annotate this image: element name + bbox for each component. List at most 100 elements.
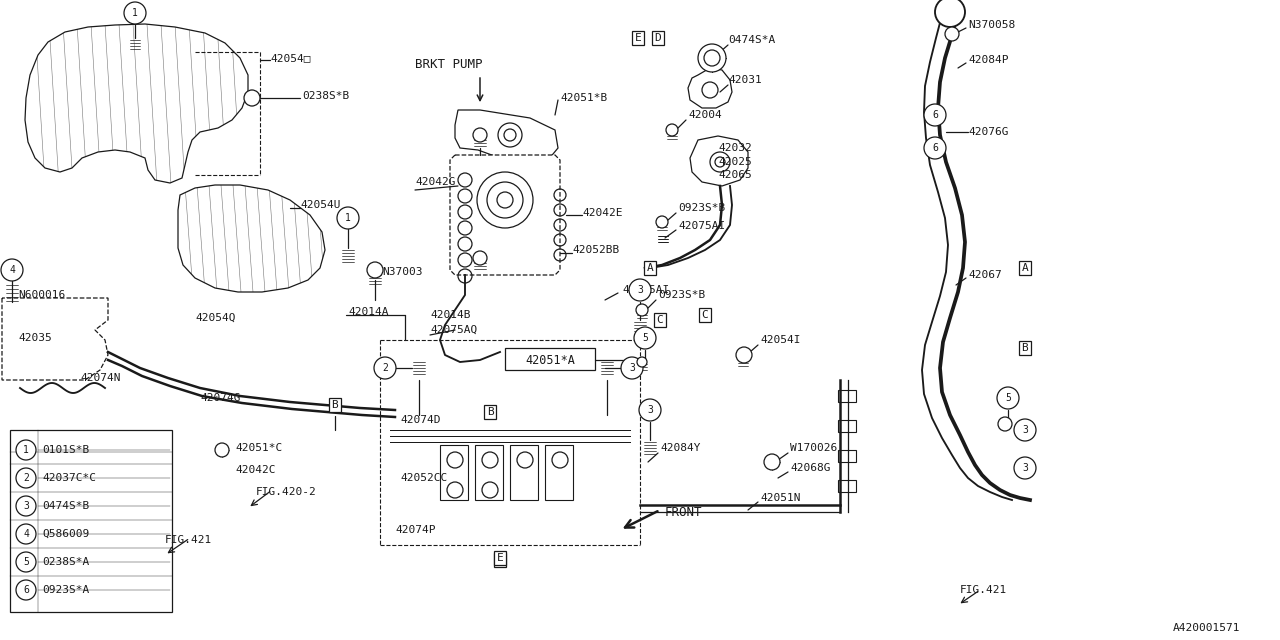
FancyBboxPatch shape <box>506 348 595 370</box>
Circle shape <box>924 104 946 126</box>
Text: 6: 6 <box>23 585 29 595</box>
Text: 5: 5 <box>1005 393 1011 403</box>
FancyBboxPatch shape <box>838 480 856 492</box>
Text: 42084Y: 42084Y <box>660 443 700 453</box>
Circle shape <box>15 552 36 572</box>
Circle shape <box>1014 419 1036 441</box>
Text: 3: 3 <box>637 285 643 295</box>
Text: 42051N: 42051N <box>760 493 800 503</box>
Text: 42004: 42004 <box>689 110 722 120</box>
Circle shape <box>637 357 646 367</box>
Circle shape <box>934 0 965 27</box>
Text: 42014A: 42014A <box>348 307 389 317</box>
Circle shape <box>15 440 36 460</box>
Polygon shape <box>689 68 732 108</box>
Text: Q586009: Q586009 <box>42 529 90 539</box>
Text: N600016: N600016 <box>18 290 65 300</box>
Circle shape <box>924 137 946 159</box>
Circle shape <box>1014 457 1036 479</box>
FancyBboxPatch shape <box>545 445 573 500</box>
Text: C: C <box>657 315 663 325</box>
Text: 42075AI: 42075AI <box>622 285 669 295</box>
Circle shape <box>374 357 396 379</box>
FancyBboxPatch shape <box>838 390 856 402</box>
Circle shape <box>367 262 383 278</box>
Text: E: E <box>497 553 503 563</box>
Text: 0923S*B: 0923S*B <box>678 203 726 213</box>
Text: E: E <box>635 33 641 43</box>
Text: B: B <box>1021 343 1028 353</box>
Text: 42032: 42032 <box>718 143 751 153</box>
Text: 42076G: 42076G <box>968 127 1009 137</box>
Text: 42037C*C: 42037C*C <box>42 473 96 483</box>
Circle shape <box>998 417 1012 431</box>
Text: 42065: 42065 <box>718 170 751 180</box>
FancyBboxPatch shape <box>440 445 468 500</box>
Text: BRKT PUMP: BRKT PUMP <box>415 58 483 72</box>
Text: 42054□: 42054□ <box>270 53 311 63</box>
Polygon shape <box>3 298 108 380</box>
Text: 5: 5 <box>23 557 29 567</box>
FancyBboxPatch shape <box>10 430 172 612</box>
FancyBboxPatch shape <box>838 420 856 432</box>
Text: 0923S*B: 0923S*B <box>658 290 705 300</box>
Circle shape <box>474 251 486 265</box>
Polygon shape <box>690 136 748 186</box>
Text: 0101S*B: 0101S*B <box>42 445 90 455</box>
Text: 0238S*A: 0238S*A <box>42 557 90 567</box>
Text: E: E <box>497 555 503 565</box>
Text: B: B <box>332 400 338 410</box>
Text: 42014B: 42014B <box>430 310 471 320</box>
Text: 42051*A: 42051*A <box>525 353 575 367</box>
Text: N37003: N37003 <box>381 267 422 277</box>
Text: 42042E: 42042E <box>582 208 622 218</box>
Text: 42054U: 42054U <box>300 200 340 210</box>
Text: A: A <box>1021 263 1028 273</box>
Text: C: C <box>701 310 708 320</box>
Text: W170026: W170026 <box>790 443 837 453</box>
Text: 2: 2 <box>23 473 29 483</box>
Text: D: D <box>654 33 662 43</box>
Text: 42052BB: 42052BB <box>572 245 620 255</box>
Polygon shape <box>26 24 248 183</box>
Text: 3: 3 <box>628 363 635 373</box>
Circle shape <box>337 207 358 229</box>
Circle shape <box>15 468 36 488</box>
Circle shape <box>639 399 660 421</box>
Circle shape <box>666 124 678 136</box>
Text: 4: 4 <box>23 529 29 539</box>
Text: 6: 6 <box>932 143 938 153</box>
Circle shape <box>997 387 1019 409</box>
Text: 0474S*A: 0474S*A <box>728 35 776 45</box>
Circle shape <box>15 496 36 516</box>
Text: FRONT: FRONT <box>666 506 703 518</box>
Circle shape <box>215 443 229 457</box>
Circle shape <box>15 580 36 600</box>
Circle shape <box>244 90 260 106</box>
Circle shape <box>764 454 780 470</box>
Text: 1: 1 <box>346 213 351 223</box>
Text: 42051*C: 42051*C <box>236 443 283 453</box>
Circle shape <box>15 524 36 544</box>
Circle shape <box>636 304 648 316</box>
Text: 1: 1 <box>23 445 29 455</box>
Polygon shape <box>454 110 558 162</box>
Text: 42042C: 42042C <box>236 465 275 475</box>
Text: 42074N: 42074N <box>79 373 120 383</box>
Text: 42052CC: 42052CC <box>399 473 447 483</box>
Text: FIG.420-2: FIG.420-2 <box>256 487 316 497</box>
Text: 42054I: 42054I <box>760 335 800 345</box>
Circle shape <box>628 279 652 301</box>
Text: 42067: 42067 <box>968 270 1002 280</box>
Circle shape <box>698 44 726 72</box>
Text: 42035: 42035 <box>18 333 51 343</box>
Text: 1: 1 <box>132 8 138 18</box>
Text: 42074G: 42074G <box>200 393 241 403</box>
Polygon shape <box>178 185 325 292</box>
Text: 42074P: 42074P <box>396 525 435 535</box>
Circle shape <box>124 2 146 24</box>
Text: 42074D: 42074D <box>399 415 440 425</box>
Text: 42075AI: 42075AI <box>678 221 726 231</box>
Circle shape <box>474 128 486 142</box>
Circle shape <box>634 327 657 349</box>
